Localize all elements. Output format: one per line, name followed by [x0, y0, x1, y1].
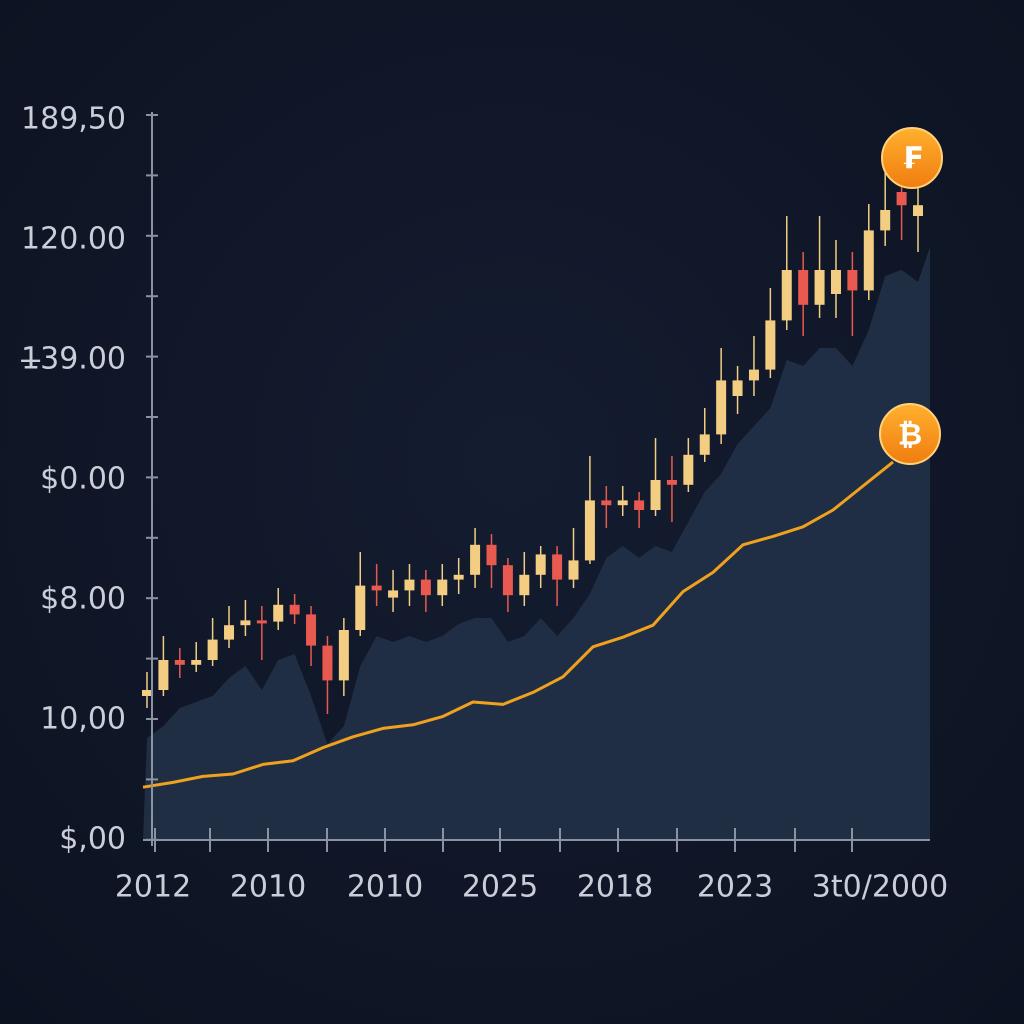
candle-body — [913, 205, 923, 216]
candle-body — [437, 579, 448, 596]
candle-body — [355, 585, 366, 630]
candle-body — [142, 690, 152, 696]
candle-body — [634, 500, 645, 510]
candle-body — [519, 574, 530, 596]
candle-body — [535, 554, 546, 575]
candle-body — [617, 500, 628, 506]
y-tick-label: 120.00 — [21, 222, 126, 257]
y-tick-label: 1̶39.00 — [20, 342, 126, 377]
candle-body — [420, 579, 431, 596]
candle-body — [666, 480, 677, 485]
y-tick-label: $0.00 — [40, 462, 126, 497]
candle-body — [601, 500, 612, 506]
candle-body — [502, 565, 513, 596]
candle-body — [716, 380, 727, 435]
candle-body — [207, 639, 218, 660]
price-line — [142, 460, 894, 789]
candle-body — [486, 544, 497, 566]
axis-ticks — [146, 114, 853, 852]
candle-body — [863, 230, 874, 291]
y-tick-label: $,00 — [59, 822, 126, 857]
shaded-area — [143, 247, 930, 840]
candle-body — [322, 645, 333, 681]
y-tick-label: 10,00 — [40, 702, 126, 737]
coin-icon — [881, 127, 943, 189]
candle-body — [650, 480, 661, 510]
candle-body — [568, 560, 579, 580]
candle-body — [781, 270, 792, 321]
candle-body — [273, 604, 284, 622]
x-tick-label: 2010 — [230, 870, 306, 905]
candle-body — [306, 614, 317, 646]
x-tick-label: 2023 — [697, 870, 773, 905]
candle-body — [256, 620, 267, 624]
candle-body — [880, 210, 891, 231]
candle-body — [798, 270, 809, 305]
candle-body — [683, 454, 694, 485]
candle-body — [896, 192, 907, 206]
x-tick-label: 2025 — [462, 870, 538, 905]
y-tick-label: $8.00 — [40, 582, 126, 617]
candle-body — [158, 660, 169, 690]
candle-body — [338, 630, 349, 681]
coin-symbol: ₣ — [902, 142, 923, 177]
candle-body — [404, 579, 415, 591]
candle-body — [765, 320, 776, 370]
x-tick-label: 2012 — [115, 870, 191, 905]
candle-body — [191, 660, 202, 665]
candle-body — [224, 625, 235, 640]
candle-body — [748, 369, 759, 381]
x-tick-label: 3t0/2000 — [812, 870, 948, 905]
x-tick-label: 2010 — [347, 870, 423, 905]
candle-body — [552, 554, 563, 580]
candle-body — [814, 270, 825, 305]
candle-body — [584, 500, 595, 561]
coin-icon — [879, 403, 941, 465]
y-tick-label: 189,50 — [21, 102, 126, 137]
candle-body — [174, 660, 185, 665]
candle-body — [847, 270, 858, 291]
candle-body — [289, 604, 300, 615]
x-tick-label: 2018 — [577, 870, 653, 905]
candle-body — [453, 574, 464, 580]
coin-symbol: ₿ — [898, 418, 922, 453]
candle-body — [830, 270, 841, 294]
plot-area — [142, 156, 930, 840]
candle-body — [732, 380, 743, 396]
candle-body — [388, 590, 399, 598]
candle-body — [699, 434, 710, 455]
candle-body — [371, 585, 382, 591]
candle-body — [470, 544, 481, 575]
candle-body — [240, 620, 251, 626]
